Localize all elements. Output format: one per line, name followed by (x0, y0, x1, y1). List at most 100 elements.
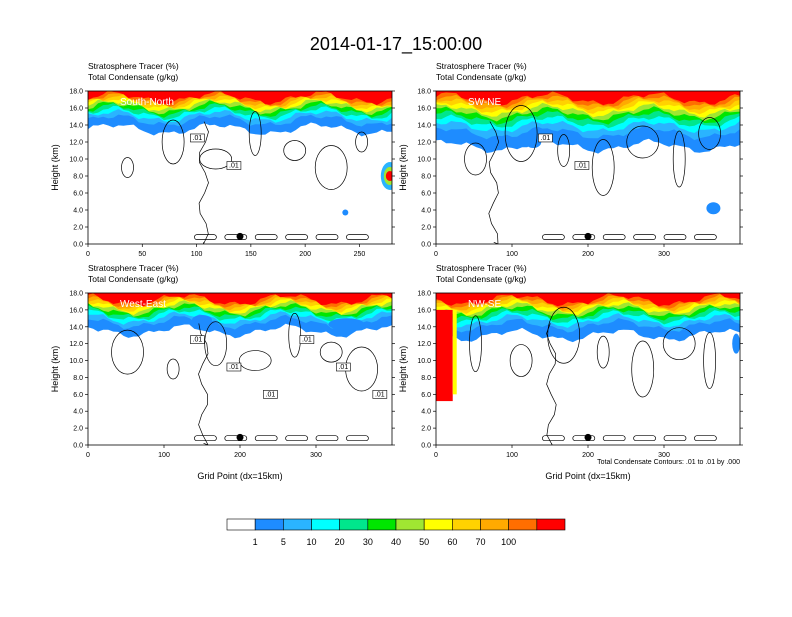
panel-subtitle: Stratosphere Tracer (%) (88, 61, 179, 71)
tracer-blob (385, 171, 392, 181)
y-tick-label: 8.0 (421, 174, 431, 181)
y-tick-label: 0.0 (421, 443, 431, 450)
condensate-contour (469, 315, 482, 373)
colorbar-swatch (367, 518, 397, 531)
colorbar-tick-label: 10 (306, 537, 316, 547)
y-tick-label: 8.0 (73, 174, 83, 181)
y-tick-label: 10.0 (69, 157, 83, 164)
condensate-contour (285, 435, 308, 442)
y-tick-label: 2.0 (421, 225, 431, 232)
y-tick-label: 2.0 (421, 426, 431, 433)
colorbar-tick-label: 5 (281, 537, 286, 547)
contour-label-box (190, 335, 205, 344)
condensate-contour (254, 234, 278, 240)
x-tick-label: 0 (434, 452, 438, 459)
panel-subtitle: Stratosphere Tracer (%) (436, 263, 527, 273)
condensate-contour (672, 130, 686, 188)
panel-name: South-North (120, 97, 174, 108)
x-tick-label: 150 (245, 251, 257, 258)
condensate-contour (703, 332, 716, 389)
colorbar-tick-label: 70 (475, 537, 485, 547)
y-tick-label: 0.0 (421, 242, 431, 249)
contour-label: .01 (193, 135, 203, 142)
contour-label: .01 (541, 135, 551, 142)
condensate-contour (355, 131, 368, 153)
panels: South-North .01 .01 0.0 2.0 4.0 6.0 8.0 10.0 12.0… (50, 61, 743, 481)
contour-label: .01 (229, 364, 239, 371)
colorbar-tick-label: 30 (363, 537, 373, 547)
y-tick-label: 0.0 (73, 443, 83, 450)
y-tick-label: 18.0 (417, 89, 431, 96)
condensate-contour (633, 234, 656, 240)
tracer-band-11 (88, 91, 392, 106)
location-marker (584, 232, 592, 240)
y-tick-label: 14.0 (69, 123, 83, 130)
panel-subtitle: Stratosphere Tracer (%) (88, 263, 179, 273)
location-marker (584, 433, 592, 441)
condensate-contour (557, 134, 571, 167)
y-tick-label: 4.0 (421, 208, 431, 215)
contour-label: .01 (193, 337, 203, 344)
panel-name: SW-NE (468, 97, 501, 108)
condensate-contour (248, 111, 262, 156)
y-tick-label: 12.0 (417, 341, 431, 348)
condensate-contour (694, 435, 717, 442)
y-tick-label: 2.0 (73, 426, 83, 433)
condensate-contour (626, 125, 660, 159)
condensate-contour (542, 234, 565, 240)
y-tick-label: 0.0 (73, 242, 83, 249)
condensate-contour (694, 234, 717, 240)
colorbar: 1 5 10 20 30 40 50 60 70 100 (226, 518, 566, 547)
panel-nw-se: NW-SE 0.0 2.0 4.0 6.0 8.0 10.0 12.0 14.0 16.0 18.0… (398, 263, 743, 481)
x-tick-label: 300 (658, 251, 670, 258)
condensate-contour (224, 234, 248, 240)
y-tick-label: 18.0 (69, 89, 83, 96)
y-tick-label: 18.0 (417, 291, 431, 298)
x-tick-label: 300 (310, 452, 322, 459)
condensate-contour (238, 350, 272, 371)
panel-name: West-East (120, 299, 166, 310)
condensate-contour (283, 140, 307, 161)
contour-label: .01 (229, 163, 239, 170)
contour-label: .01 (266, 391, 276, 398)
y-tick-label: 16.0 (69, 307, 83, 314)
y-tick-label: 6.0 (73, 191, 83, 198)
condensate-contour (224, 435, 248, 442)
y-tick-label: 8.0 (421, 375, 431, 382)
tracer-blob (706, 202, 721, 215)
colorbar-swatch (254, 518, 284, 531)
x-tick-label: 0 (86, 452, 90, 459)
location-marker (236, 433, 244, 441)
x-tick-label: 100 (506, 251, 518, 258)
x-tick-label: 0 (86, 251, 90, 258)
condensate-contour (663, 435, 687, 442)
condensate-contour (662, 327, 696, 361)
y-axis-label: Height (km) (50, 346, 60, 393)
x-tick-label: 200 (299, 251, 311, 258)
contour-note: Total Condensate Contours: .01 to .01 by… (597, 459, 740, 466)
condensate-contour (488, 121, 500, 244)
panel-subtitle: Total Condensate (g/kg) (88, 274, 178, 284)
tracer-band-11 (88, 293, 392, 307)
condensate-contour (254, 435, 278, 442)
tracer-blob (328, 318, 365, 331)
colorbar-swatch (508, 518, 538, 531)
y-tick-label: 6.0 (421, 392, 431, 399)
plot-frame (87, 90, 393, 245)
contour-label-box (226, 161, 242, 170)
contour-label-box (299, 335, 315, 344)
x-axis-label: Grid Point (dx=15km) (545, 471, 630, 481)
condensate-contour (542, 435, 565, 442)
y-tick-label: 4.0 (421, 409, 431, 416)
contour-label: .01 (338, 364, 348, 371)
y-tick-label: 4.0 (73, 208, 83, 215)
colorbar-swatch (480, 518, 509, 531)
plot-area: South-North .01 .01 (88, 91, 392, 244)
tracer-blob (342, 209, 349, 216)
x-tick-label: 50 (138, 251, 146, 258)
contour-label-box (538, 133, 553, 143)
x-tick-label: 250 (354, 251, 366, 258)
condensate-contour (121, 157, 134, 178)
x-tick-label: 200 (582, 452, 594, 459)
